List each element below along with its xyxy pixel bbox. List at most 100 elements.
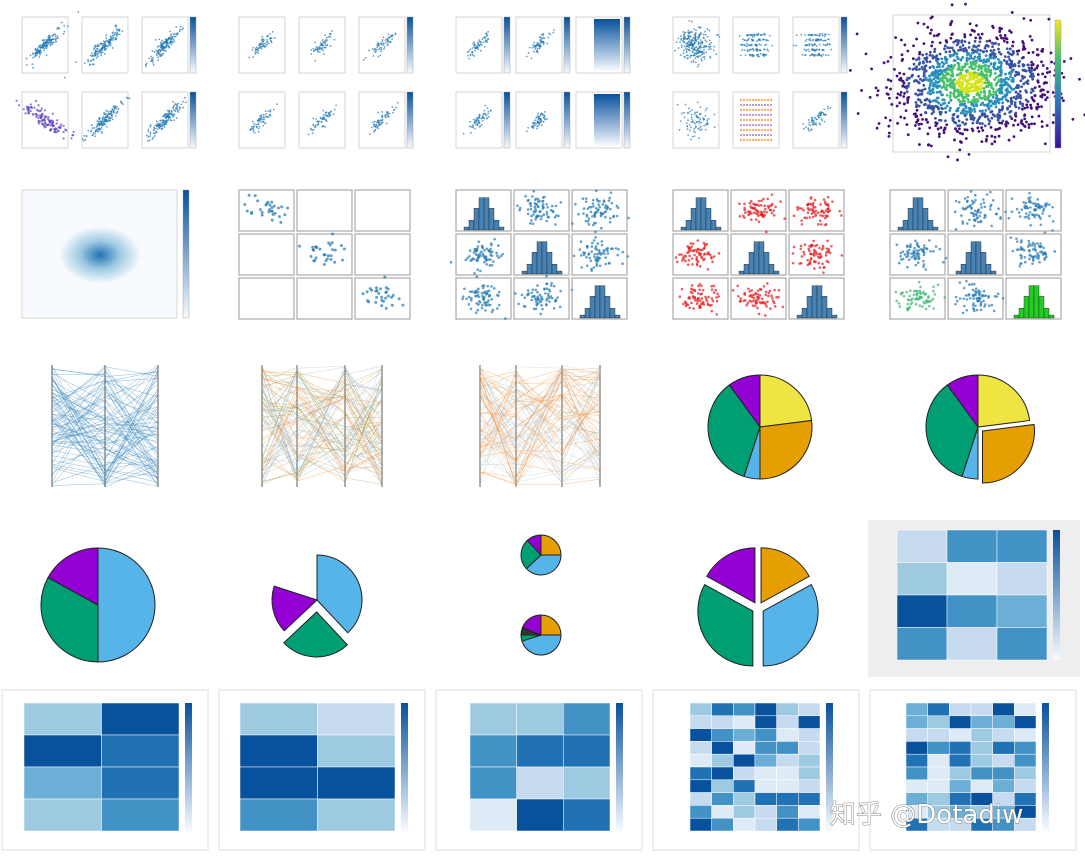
point	[112, 34, 115, 37]
point	[813, 55, 816, 57]
point	[690, 245, 694, 248]
point	[115, 37, 117, 40]
point	[536, 122, 539, 125]
point	[1011, 49, 1015, 53]
point	[147, 128, 150, 131]
point	[1025, 90, 1028, 94]
point	[952, 40, 956, 44]
point	[770, 202, 774, 206]
point	[688, 20, 691, 22]
point	[536, 291, 539, 294]
point	[384, 306, 388, 310]
point	[15, 99, 18, 102]
point	[944, 59, 948, 62]
point	[165, 40, 168, 43]
point	[737, 294, 740, 298]
point	[766, 103, 770, 107]
point	[987, 80, 991, 84]
point	[755, 40, 758, 43]
point	[553, 300, 557, 303]
point	[690, 284, 694, 287]
point	[48, 34, 51, 37]
point	[680, 44, 683, 47]
point	[626, 255, 629, 258]
point	[700, 46, 703, 49]
point	[710, 284, 713, 288]
point	[931, 40, 934, 44]
point	[996, 127, 1000, 131]
point	[1020, 248, 1023, 251]
point	[914, 302, 918, 306]
point	[1042, 81, 1046, 85]
point	[321, 125, 324, 128]
point	[272, 204, 276, 208]
hist-bar	[748, 252, 755, 275]
point	[703, 124, 705, 127]
point	[318, 51, 321, 53]
point	[366, 299, 370, 303]
hist-bar	[902, 220, 909, 231]
point	[545, 210, 549, 214]
point	[57, 130, 60, 133]
point	[906, 98, 910, 102]
point	[604, 256, 607, 259]
point	[751, 304, 755, 307]
point	[977, 130, 981, 133]
point	[927, 79, 931, 82]
point	[941, 80, 945, 83]
point	[470, 296, 473, 300]
point	[88, 64, 91, 67]
point	[985, 73, 989, 77]
point	[472, 43, 474, 45]
point	[957, 98, 960, 102]
hist-bar	[970, 241, 977, 275]
point	[591, 202, 595, 205]
point	[688, 49, 691, 52]
point	[977, 44, 981, 48]
point	[905, 90, 909, 94]
point	[994, 91, 998, 95]
point	[951, 73, 955, 76]
point	[533, 205, 537, 209]
point	[586, 220, 590, 223]
point	[1021, 68, 1025, 72]
plot-frame	[515, 91, 563, 149]
point	[888, 96, 891, 100]
point	[549, 295, 553, 298]
point	[591, 198, 595, 202]
point	[808, 44, 811, 47]
point	[251, 49, 254, 51]
point	[824, 254, 828, 257]
point	[952, 94, 956, 97]
hist-bar	[710, 220, 717, 231]
point	[1016, 52, 1020, 56]
point	[800, 33, 803, 36]
point	[90, 130, 93, 133]
point	[544, 292, 547, 295]
point	[472, 126, 474, 129]
point	[712, 49, 715, 51]
point	[815, 48, 818, 51]
point	[757, 108, 761, 112]
point	[106, 45, 109, 48]
point	[476, 245, 480, 248]
point	[705, 107, 708, 110]
point	[926, 120, 930, 124]
point	[50, 122, 53, 125]
point	[258, 44, 260, 47]
plot-frame	[354, 233, 411, 276]
plot-frame	[575, 91, 623, 149]
point	[989, 205, 992, 208]
plot-frame	[672, 16, 720, 74]
point	[807, 48, 810, 51]
point	[114, 115, 117, 117]
point	[691, 31, 694, 33]
point	[939, 118, 943, 122]
point	[983, 205, 987, 209]
point	[937, 135, 941, 138]
hist-bar	[468, 220, 475, 231]
point	[976, 48, 980, 52]
point	[683, 45, 686, 48]
point	[1046, 90, 1050, 94]
point	[537, 118, 540, 121]
